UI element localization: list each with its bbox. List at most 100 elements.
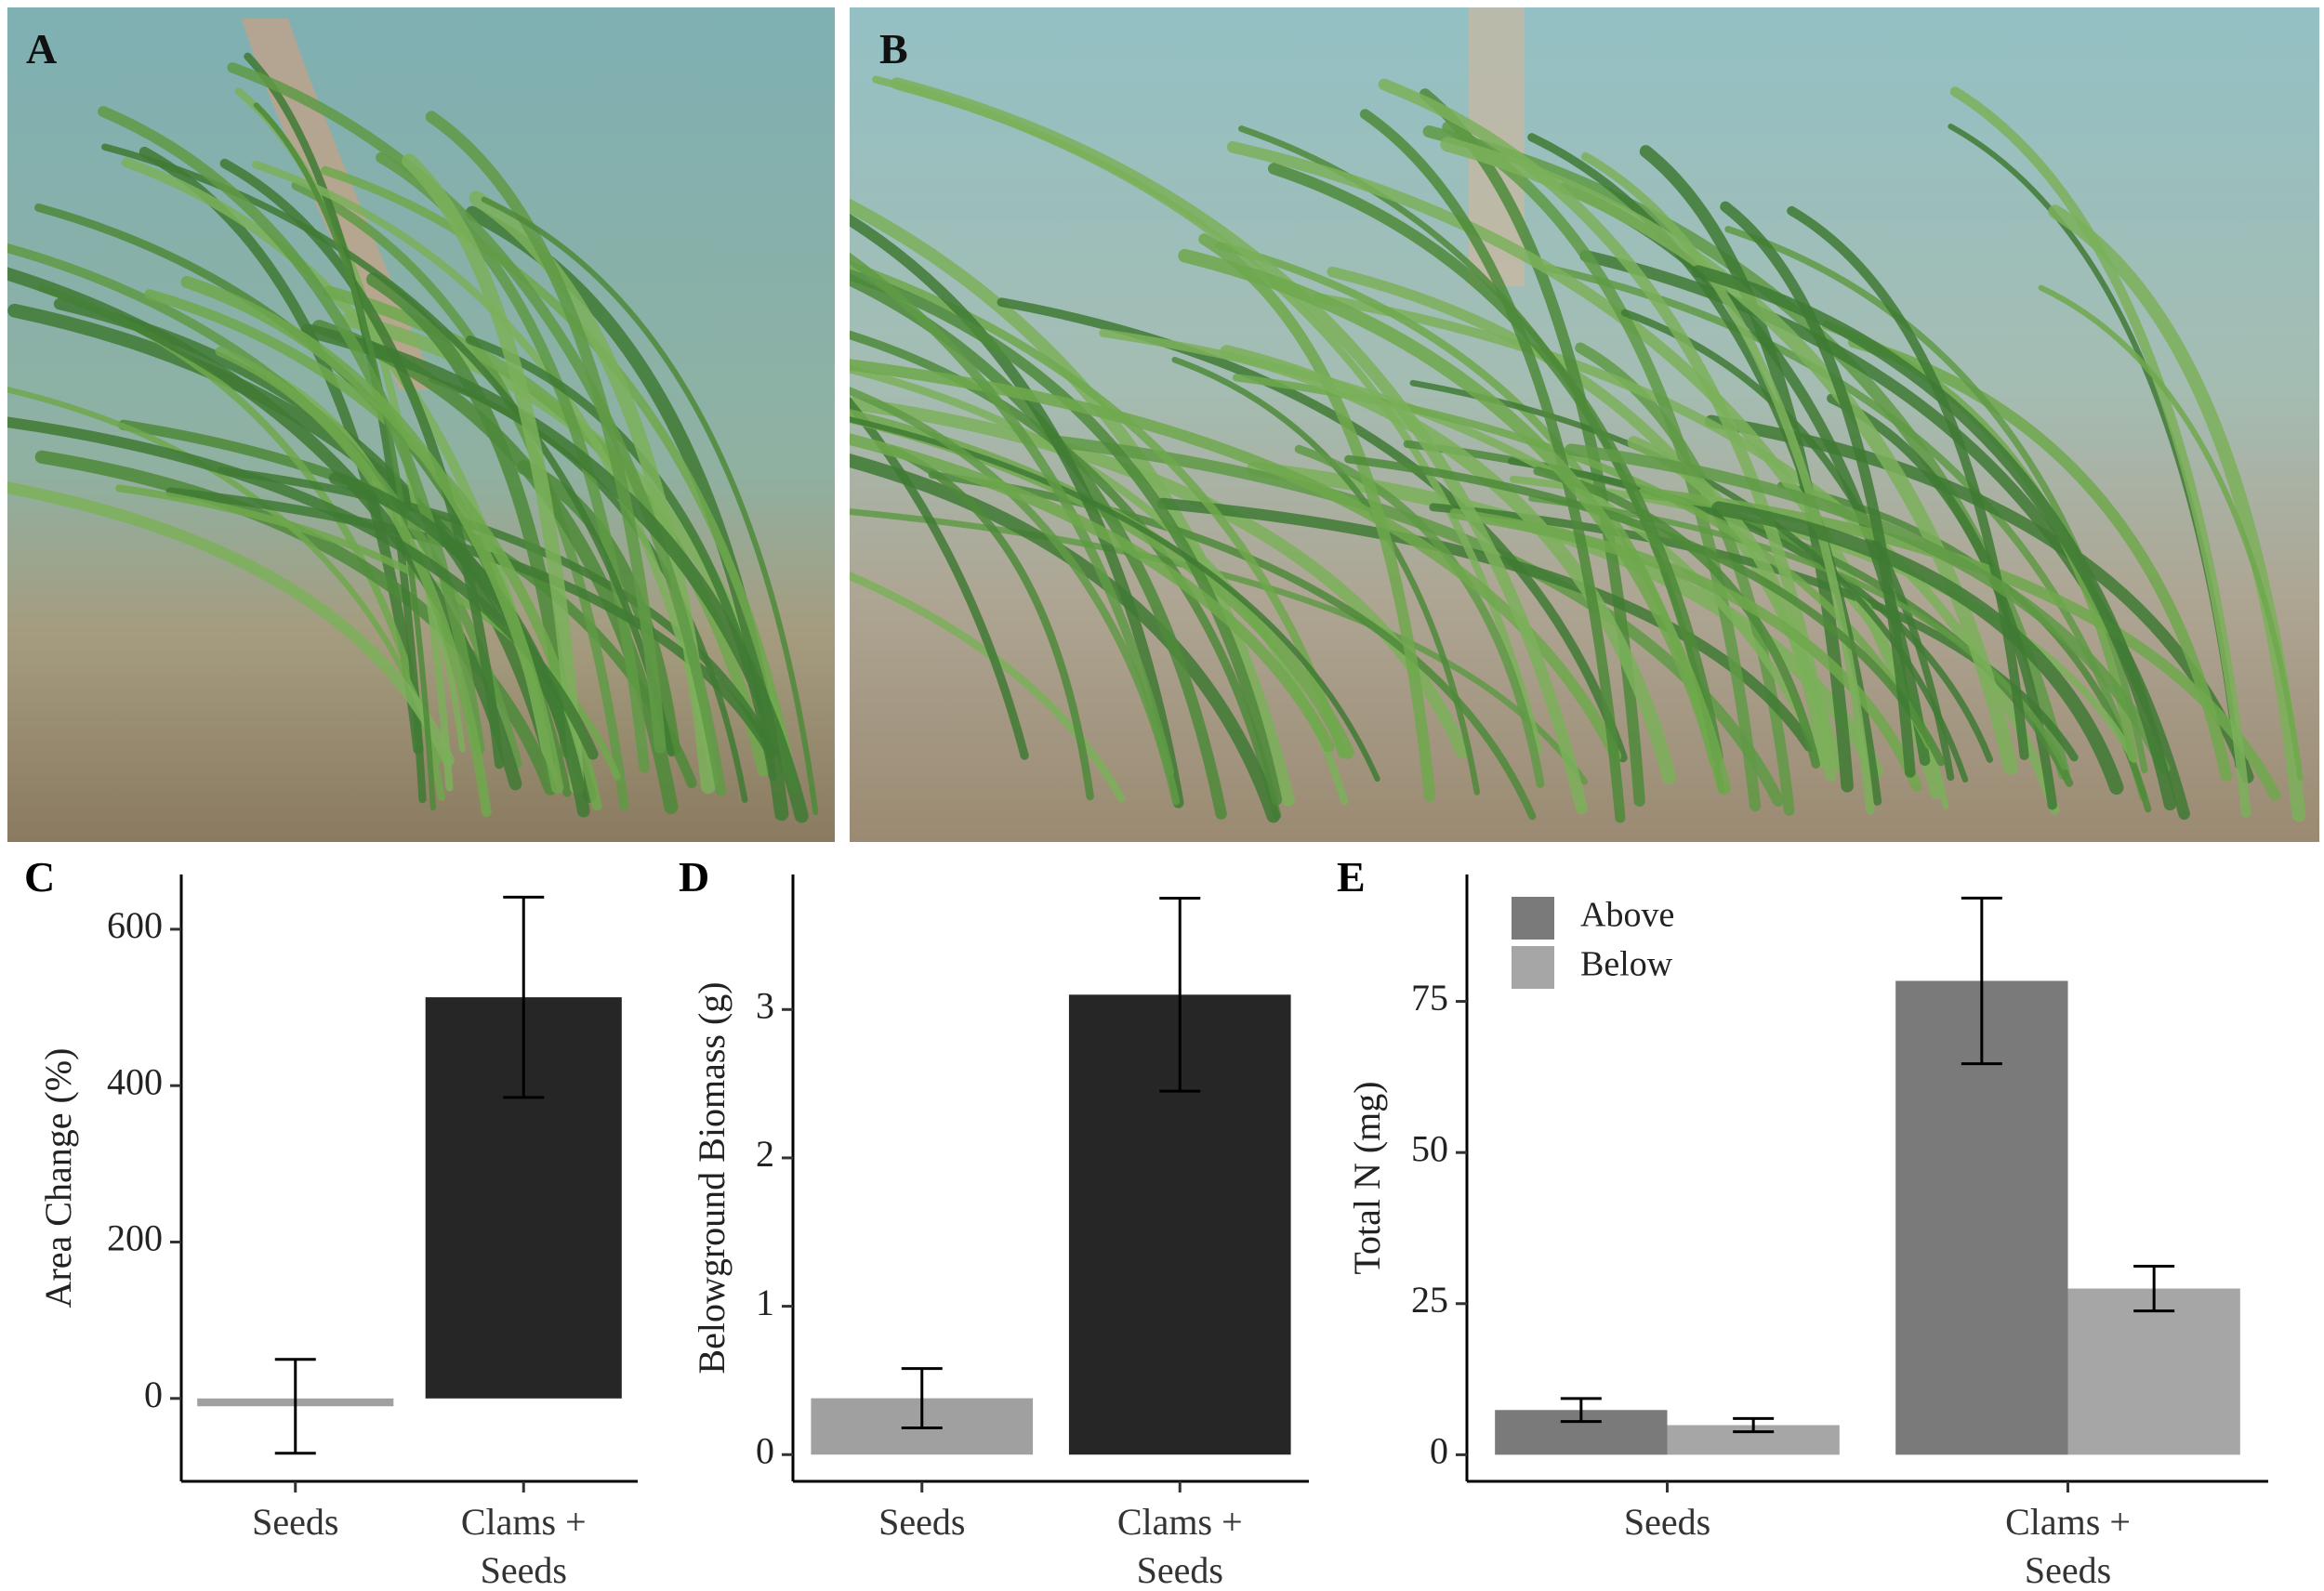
grass-blade: [1440, 137, 2018, 775]
grass-blade: [1442, 121, 1762, 812]
panel-label: C: [24, 853, 56, 901]
error-bar: [1560, 1397, 1602, 1424]
grass-blade: [1638, 487, 2281, 801]
grass-blade: [850, 213, 1184, 809]
legend-label: Below: [1580, 945, 1673, 984]
x-tick-label: Clams + Seeds: [2005, 1501, 2131, 1591]
grass-blade: [850, 387, 1181, 806]
grass-blade: [1711, 501, 2124, 796]
grass-blade: [1220, 345, 1677, 785]
y-tick-label: 0: [756, 1429, 774, 1471]
grass-blade: [1533, 467, 1821, 769]
grass-blade: [850, 359, 1622, 762]
y-tick-label: 3: [756, 984, 774, 1026]
grass-blade: [850, 252, 1175, 777]
grass-blade: [217, 467, 776, 756]
y-axis-title: Belowground Biomass (g): [691, 981, 733, 1374]
legend-swatch: [1512, 946, 1554, 989]
grass-blade: [1247, 461, 1883, 779]
panel-label: D: [679, 853, 710, 901]
panel-label: B: [879, 25, 908, 72]
y-tick-label: 1: [756, 1282, 774, 1323]
grass-blade: [7, 387, 442, 764]
error-bar: [1733, 1416, 1775, 1434]
grass-blade: [1720, 201, 1916, 778]
grass-blade: [402, 153, 585, 795]
x-tick-label: Seeds: [878, 1501, 966, 1543]
y-axis-title: Area Change (%): [37, 1048, 79, 1308]
grass-blade: [1267, 163, 1723, 763]
grass-blade: [1949, 86, 2251, 818]
grass-blade: [253, 102, 436, 811]
grass-blade: [7, 481, 455, 767]
error-bar: [2133, 1264, 2175, 1313]
y-tick-label: 2: [756, 1133, 774, 1175]
grass-blade: [1527, 133, 1882, 806]
grass-blade: [34, 450, 558, 796]
y-tick-label: 200: [107, 1217, 163, 1259]
seagrass: [850, 75, 2306, 823]
grass-blade: [850, 330, 1282, 821]
panel-label: E: [1337, 853, 1366, 901]
grass-blade: [227, 62, 727, 796]
grass-blade: [321, 165, 799, 794]
error-bar: [274, 1358, 316, 1455]
legend-label: Above: [1580, 896, 1674, 935]
grass-blade: [850, 433, 1335, 753]
grass-blade: [7, 267, 522, 791]
y-tick-label: 0: [144, 1374, 163, 1415]
grass-blade: [425, 111, 667, 754]
grass-blade: [219, 158, 505, 769]
grass-blade: [850, 396, 1029, 760]
grass-blade: [850, 198, 1295, 807]
y-tick-label: 0: [1430, 1430, 1448, 1472]
bar: [2067, 1288, 2240, 1455]
grass-blade: [215, 346, 492, 818]
y-tick-label: 25: [1411, 1279, 1448, 1321]
grass-blade: [180, 275, 564, 795]
error-bar: [503, 895, 545, 1099]
grass-blade: [850, 260, 1347, 758]
seagrass: [7, 52, 819, 823]
y-tick-label: 75: [1411, 977, 1448, 1019]
y-axis-title: Total N (mg): [1346, 1081, 1388, 1274]
x-tick-label: Clams + Seeds: [1116, 1501, 1243, 1591]
x-tick-label: Clams + Seeds: [460, 1501, 587, 1591]
grass-blade: [1543, 264, 2147, 802]
grass-blade: [1724, 226, 2148, 774]
x-tick-label: Seeds: [1623, 1501, 1711, 1543]
error-bar: [1159, 897, 1201, 1093]
x-tick-label: Seeds: [252, 1501, 339, 1543]
grass-blade: [1359, 109, 1626, 823]
grass-blade: [888, 445, 1094, 801]
grass-blade: [1639, 145, 1854, 793]
grass-blade: [2038, 284, 2304, 781]
grass-blade: [1620, 309, 1955, 782]
grass-blade: [850, 454, 1281, 823]
grass-blade: [1378, 78, 1837, 782]
y-tick-label: 600: [107, 904, 163, 946]
grass-blade: [481, 196, 819, 816]
grass-blade: [1178, 248, 1731, 796]
grass-blade: [2048, 204, 2306, 822]
grass-blade: [850, 571, 1126, 803]
error-bar: [1961, 896, 2002, 1066]
grass-blade: [1580, 151, 1875, 815]
grass-blade: [1226, 140, 1942, 800]
legend-swatch: [1512, 897, 1554, 940]
grass-blade: [1313, 293, 2060, 815]
grass-blade: [891, 77, 1588, 815]
grass-blade: [850, 416, 1380, 782]
grass-blade: [1565, 443, 2171, 774]
y-tick-label: 50: [1411, 1127, 1448, 1169]
grass-blade: [7, 416, 599, 760]
y-tick-label: 400: [107, 1060, 163, 1102]
grass-blade: [516, 459, 680, 757]
grass-blade: [1449, 508, 1922, 793]
panel-label: A: [26, 25, 58, 72]
grass-blade: [850, 269, 1283, 806]
grass-blade: [98, 106, 485, 755]
error-bar: [901, 1367, 943, 1430]
